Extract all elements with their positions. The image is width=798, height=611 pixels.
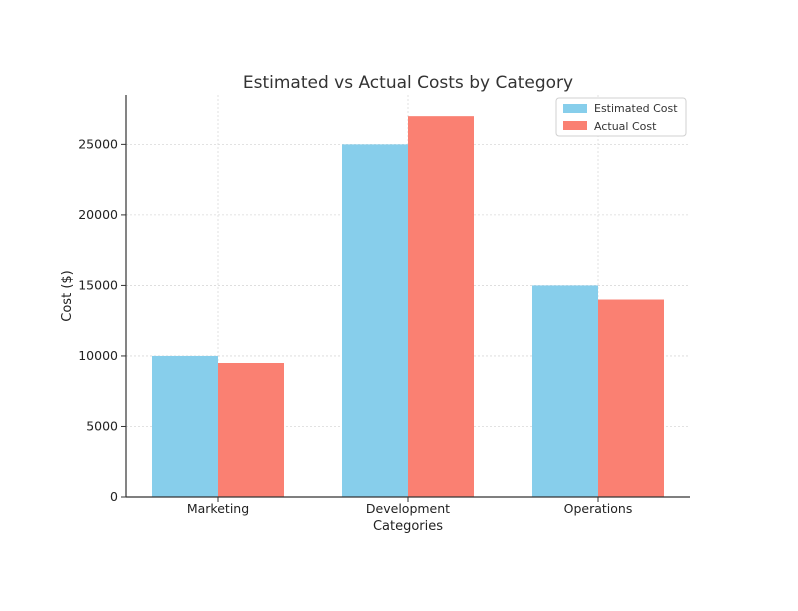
- bar-actual-cost-operations: [598, 299, 664, 497]
- bar-actual-cost-marketing: [218, 363, 284, 497]
- y-tick-label-1: 5000: [86, 418, 118, 433]
- y-tick-label-4: 20000: [78, 207, 118, 222]
- y-tick-label-5: 25000: [78, 136, 118, 151]
- x-tick-label-1: Development: [366, 501, 450, 516]
- y-tick-label-0: 0: [110, 489, 118, 504]
- legend-box: [555, 97, 687, 137]
- chart-title: Estimated vs Actual Costs by Category: [243, 73, 573, 93]
- bar-estimated-cost-operations: [532, 285, 598, 497]
- y-axis-label: Cost ($): [60, 270, 75, 321]
- legend: Estimated Cost Actual Cost: [555, 97, 687, 137]
- bar-actual-cost-development: [408, 116, 474, 497]
- y-ticks: 0 5000 10000 15000 20000 25000: [78, 136, 126, 504]
- y-tick-label-3: 15000: [78, 277, 118, 292]
- x-tick-label-0: Marketing: [187, 501, 249, 516]
- legend-swatch-estimated: [563, 104, 587, 113]
- legend-label-estimated: Estimated Cost: [594, 102, 678, 115]
- legend-label-actual: Actual Cost: [594, 120, 657, 133]
- bar-estimated-cost-development: [342, 144, 408, 498]
- legend-swatch-actual: [563, 121, 587, 130]
- x-tick-label-2: Operations: [564, 501, 633, 516]
- bar-estimated-cost-marketing: [152, 355, 218, 497]
- bars-layer: [152, 116, 664, 498]
- y-tick-label-2: 10000: [78, 348, 118, 363]
- x-ticks: Marketing Development Operations: [187, 497, 633, 516]
- x-axis-label: Categories: [373, 519, 443, 534]
